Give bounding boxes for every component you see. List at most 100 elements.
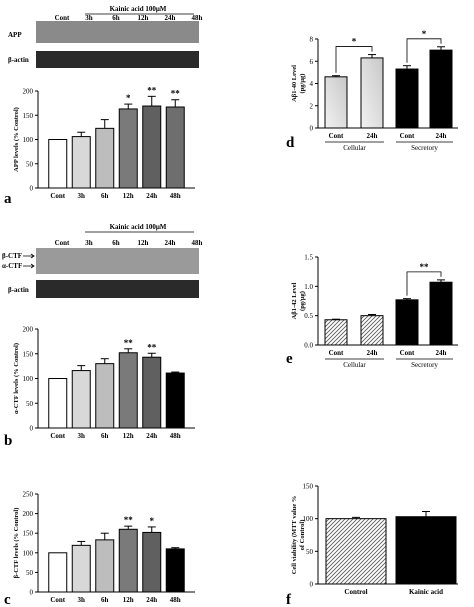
y-axis-unit: (pg/μg): [299, 74, 306, 94]
y-tick-label: 200: [23, 510, 34, 518]
x-tick-label: 3h: [78, 192, 86, 200]
blot-b-ctf-band: [36, 248, 199, 274]
bar: [142, 105, 162, 189]
x-tick-label: 48h: [170, 192, 181, 200]
y-axis-label: Cell viability (MTT value %: [291, 496, 298, 575]
x-tick-label: Cont: [329, 349, 344, 357]
x-tick-label: Cont: [50, 192, 65, 200]
panel-letter-c: c: [4, 592, 11, 607]
blot-a-treatment: Kainic acid 100μM: [110, 5, 167, 13]
chart-c: 0 50 100 150 200 250 β-CTF levels (% Control) C…: [13, 491, 195, 604]
bar: [395, 516, 457, 585]
y-axis-unit: (pg/μg): [299, 291, 306, 311]
x-tick-label: Control: [344, 588, 367, 596]
bar: [165, 106, 185, 189]
blot-a-row-actin: β-actin: [8, 56, 29, 64]
bar: [324, 319, 348, 346]
bar: [395, 299, 419, 346]
y-tick-label: 0: [30, 589, 34, 597]
x-tick-label: 6h: [101, 432, 109, 440]
bar: [95, 363, 115, 429]
y-axis-label: Aβ1-42 Level: [291, 282, 298, 319]
y-tick-label: 6: [310, 58, 314, 66]
x-tick-label: 24h: [367, 132, 378, 140]
x-tick-label: 24h: [367, 349, 378, 357]
bar: [118, 528, 138, 593]
y-tick-label: 1.0: [304, 283, 313, 291]
blot-b-row-bctf: β-CTF: [2, 252, 22, 260]
blot-lane-label: 24h: [165, 239, 176, 247]
blot-a: Kainic acid 100μM Cont 3h 6h 12h 24h 48h APP …: [8, 5, 203, 68]
y-tick-label: 1.5: [304, 254, 313, 262]
bar: [71, 136, 91, 189]
bar: [360, 315, 384, 346]
bar: [48, 552, 68, 593]
group-label: Cellular: [343, 144, 366, 152]
bar: [165, 548, 185, 593]
blot-b-treatment: Kainic acid 100μM: [110, 223, 167, 231]
x-tick-label: Cont: [50, 596, 65, 604]
bar: [142, 531, 162, 593]
x-tick-label: 12h: [123, 432, 134, 440]
bar: [395, 68, 419, 129]
blot-a-actin-band: [36, 51, 199, 68]
chart-b: 0 50 100 150 200 α-CTF levels (% Control) Cont…: [13, 326, 195, 440]
x-tick-label: 12h: [123, 192, 134, 200]
y-axis-label: α-CTF levels (% Control): [13, 343, 20, 414]
x-tick-label: 3h: [78, 432, 86, 440]
y-tick-label: 50: [26, 400, 34, 408]
bar: [95, 539, 115, 593]
y-tick-label: 100: [303, 515, 314, 523]
chart-e: 0.0 0.5 1.0 1.5 Aβ1-42 Level (pg/μg) Cont 24h Co…: [291, 254, 458, 369]
y-tick-label: 150: [23, 350, 34, 358]
y-tick-label: 150: [23, 112, 34, 120]
panel-letter-e: e: [286, 351, 293, 367]
blot-lane-label: 48h: [192, 239, 203, 247]
x-tick-label: 6h: [101, 596, 109, 604]
x-tick-label: 6h: [101, 192, 109, 200]
blot-lane-label: 12h: [138, 239, 149, 247]
bar: [429, 49, 453, 129]
panel-letter-f: f: [286, 592, 292, 607]
blot-b-row-actf: α-CTF: [2, 262, 22, 270]
blot-lane-label: Cont: [55, 239, 70, 247]
y-tick-label: 50: [306, 548, 314, 556]
bar: [118, 108, 138, 189]
significance-label: *: [126, 93, 131, 103]
y-axis-label: APP levels (% Control): [13, 107, 20, 172]
group-label: Cellular: [343, 361, 366, 369]
y-tick-label: 0: [30, 185, 34, 193]
significance-label: *: [352, 37, 357, 47]
x-tick-label: Cont: [400, 132, 415, 140]
significance-label: **: [147, 85, 157, 95]
y-tick-label: 200: [23, 88, 34, 96]
y-tick-label: 0: [310, 125, 314, 133]
bar: [324, 76, 348, 129]
x-tick-label: 24h: [436, 349, 447, 357]
y-tick-label: 2: [310, 102, 314, 110]
bar: [360, 57, 384, 129]
panel-letter-d: d: [286, 135, 295, 151]
y-tick-label: 4: [310, 80, 314, 88]
bar: [118, 352, 138, 429]
bar: [71, 544, 91, 593]
y-tick-label: 50: [26, 160, 34, 168]
group-label: Secretory: [411, 144, 438, 152]
panel-letter-b: b: [4, 433, 12, 449]
bar: [429, 281, 453, 346]
chart-a: 0 50 100 150 200 APP levels (% Control) Cont 3h…: [13, 85, 195, 200]
y-tick-label: 0: [30, 425, 34, 433]
y-axis-unit: of Control): [299, 520, 306, 551]
bar: [325, 518, 387, 585]
blot-lane-label: 6h: [112, 239, 120, 247]
blot-lane-label: 12h: [138, 14, 149, 22]
y-tick-label: 8: [310, 36, 314, 44]
significance-label: **: [124, 338, 134, 348]
panel-letter-a: a: [4, 191, 12, 207]
blot-b: Kainic acid 100μM Cont 3h 6h 12h 24h 48h β-CT…: [2, 223, 203, 298]
y-tick-label: 150: [23, 530, 34, 538]
x-tick-label: 24h: [436, 132, 447, 140]
y-tick-label: 100: [23, 375, 34, 383]
